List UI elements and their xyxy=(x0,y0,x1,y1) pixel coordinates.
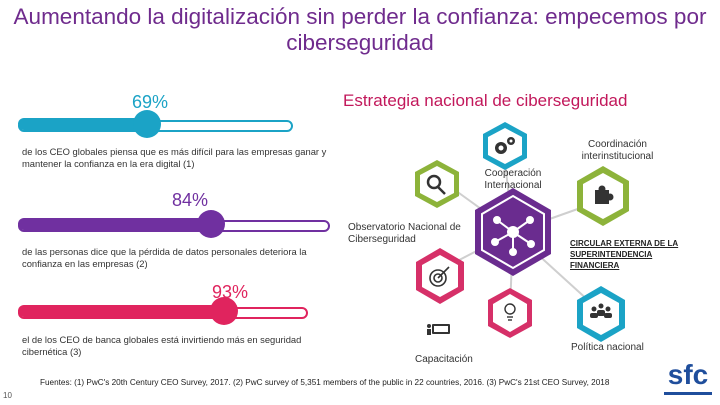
stat-bar-1 xyxy=(18,110,293,138)
stat-percent-1: 69% xyxy=(132,92,169,112)
idea-hex xyxy=(488,288,532,338)
network-icon xyxy=(491,216,535,256)
footer-sources: Fuentes: (1) PwC's 20th Century CEO Surv… xyxy=(40,378,610,387)
stat-percent-2: 84% xyxy=(172,190,209,210)
label-capacitacion: Capacitación xyxy=(415,354,473,365)
people-icon xyxy=(590,303,612,318)
stat-bar-2-knob xyxy=(197,210,225,238)
label-politica: Política nacional xyxy=(571,342,644,353)
puzzle-icon xyxy=(595,185,614,204)
label-coordinacion: Coordinación interinstitucional xyxy=(581,139,654,162)
stat-text-2: de las personas dice que la pérdida de d… xyxy=(22,246,307,269)
lightbulb-icon xyxy=(504,303,516,321)
stat-text-3: el de los CEO de banca globales está inv… xyxy=(22,334,302,357)
label-observatorio: Observatorio Nacional de Ciberseguridad xyxy=(348,222,461,245)
label-cooperacion: Cooperación Internacional xyxy=(484,168,542,191)
stat-bar-1-fill xyxy=(18,118,147,130)
observatory-hex xyxy=(415,160,459,208)
circular-hex xyxy=(577,166,629,226)
sfc-logo: sfc xyxy=(660,360,716,405)
stat-text-1: de los CEO globales piensa que es más di… xyxy=(22,146,327,169)
logo-underline xyxy=(664,392,712,395)
stat-bar-3-knob xyxy=(210,297,238,325)
training-target-hex xyxy=(416,248,464,304)
stat-bar-2 xyxy=(18,210,330,238)
strategy-title: Estrategia nacional de ciberseguridad xyxy=(343,91,628,110)
target-icon xyxy=(429,266,450,287)
stat-bar-1-knob xyxy=(133,110,161,138)
gears-icon xyxy=(495,137,515,154)
stat-bar-3-fill xyxy=(18,305,224,317)
strategy-diagram xyxy=(415,122,629,342)
central-network-hex xyxy=(475,188,551,276)
coordination-hex xyxy=(483,122,527,170)
policy-hex xyxy=(577,286,625,342)
label-circular: CIRCULAR EXTERNA DE LA SUPERINTENDENCIA … xyxy=(570,239,679,270)
page-number: 10 xyxy=(3,391,12,400)
page-title: Aumentando la digitalización sin perder … xyxy=(13,4,707,55)
stat-bar-3 xyxy=(18,297,308,325)
magnifier-icon xyxy=(426,174,446,195)
stat-bar-2-fill xyxy=(18,218,211,230)
classroom-icon xyxy=(427,324,450,335)
sfc-logo-text: sfc xyxy=(667,359,709,390)
